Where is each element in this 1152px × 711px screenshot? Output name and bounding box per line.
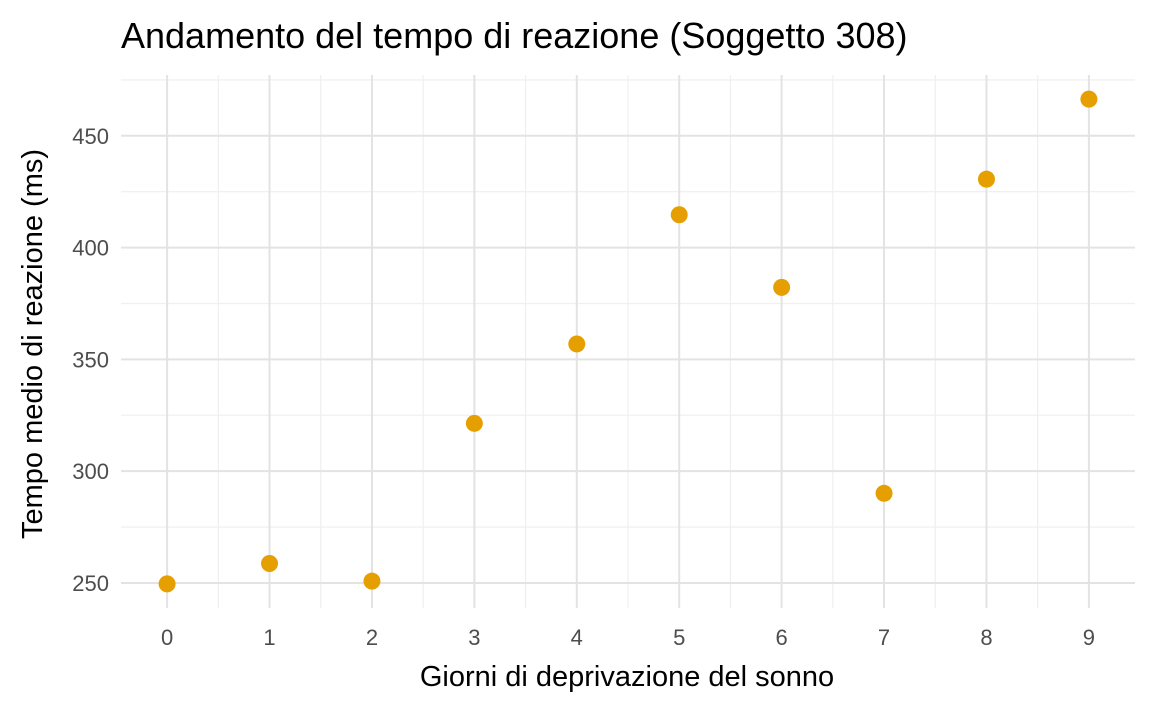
- y-tick-label: 250: [72, 571, 109, 596]
- data-point: [465, 414, 483, 432]
- data-points: [158, 90, 1098, 593]
- data-point: [568, 335, 586, 353]
- x-axis-title: Giorni di deprivazione del sonno: [420, 661, 834, 693]
- x-tick-label: 7: [878, 625, 890, 650]
- data-point: [158, 575, 176, 593]
- y-tick-label: 300: [72, 459, 109, 484]
- x-tick-label: 2: [366, 625, 378, 650]
- x-tick-label: 1: [263, 625, 275, 650]
- data-point: [977, 170, 995, 188]
- x-tick-label: 3: [468, 625, 480, 650]
- x-tick-label: 5: [673, 625, 685, 650]
- data-point: [670, 206, 688, 224]
- y-tick-labels: 250 300 350 400 450: [72, 124, 109, 596]
- x-tick-labels: 0 1 2 3 4 5 6 7 8 9: [161, 625, 1095, 650]
- x-tick-label: 8: [980, 625, 992, 650]
- data-point: [875, 484, 893, 502]
- data-point: [1080, 90, 1098, 108]
- x-tick-label: 0: [161, 625, 173, 650]
- chart-title: Andamento del tempo di reazione (Soggett…: [121, 15, 908, 56]
- x-tick-label: 6: [776, 625, 788, 650]
- y-tick-label: 450: [72, 124, 109, 149]
- data-point: [261, 555, 279, 573]
- x-tick-label: 9: [1083, 625, 1095, 650]
- data-point: [363, 572, 381, 590]
- data-point: [773, 278, 791, 296]
- y-axis-title: Tempo medio di reazione (ms): [17, 149, 49, 539]
- x-tick-label: 4: [571, 625, 583, 650]
- y-tick-label: 400: [72, 236, 109, 261]
- grid-lines: [121, 75, 1135, 608]
- y-tick-label: 350: [72, 347, 109, 372]
